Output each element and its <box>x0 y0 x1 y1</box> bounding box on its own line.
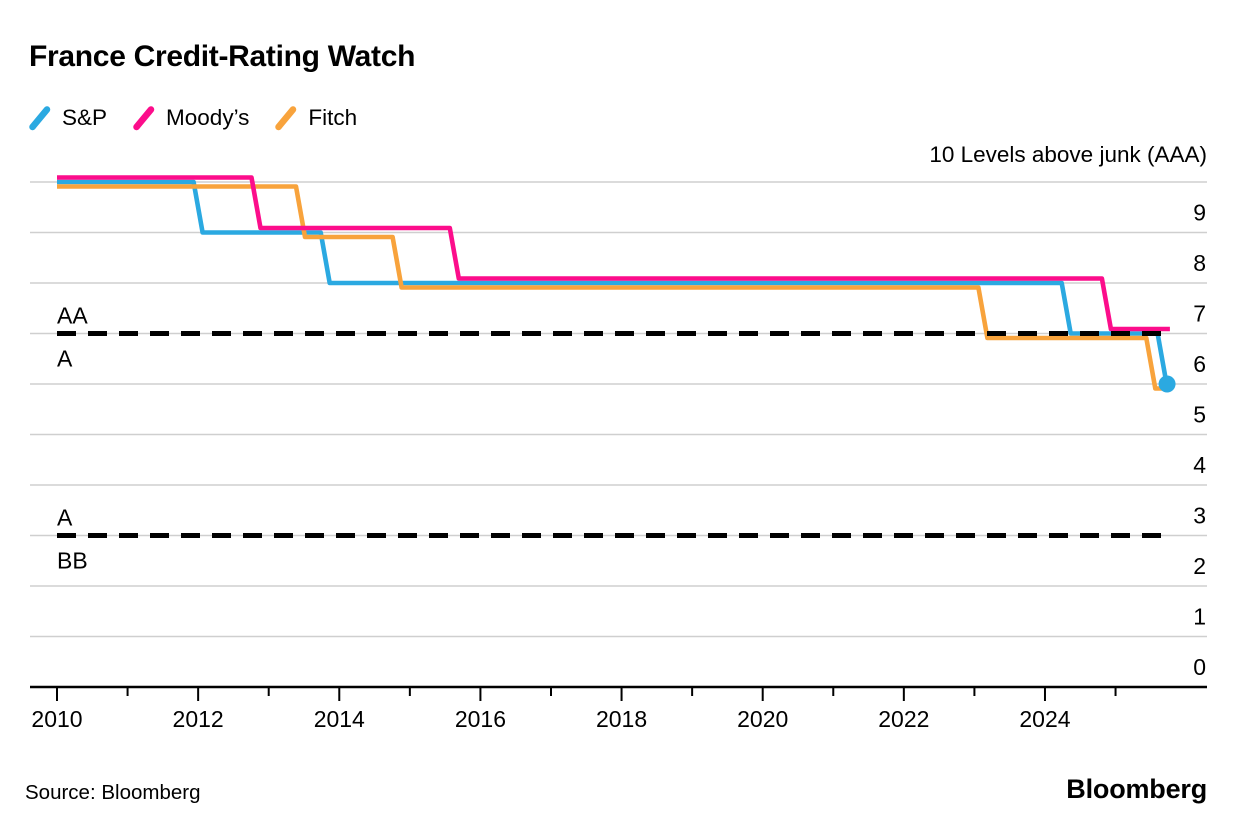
legend-label: S&P <box>62 105 108 131</box>
x-tick-label-2022: 2022 <box>878 706 929 732</box>
legend-slash-icon <box>275 106 297 131</box>
legend-item-fitch: Fitch <box>274 105 357 132</box>
y-tick-label-5: 5 <box>1193 402 1206 428</box>
series-line-fitch <box>57 184 1168 391</box>
y-tick-label-7: 7 <box>1193 301 1206 327</box>
y-axis-top-label: 10 Levels above junk (AAA) <box>929 142 1207 167</box>
legend-slash-icon <box>133 106 155 131</box>
legend: S&P Moody’s Fitch <box>28 105 357 132</box>
y-tick-label-4: 4 <box>1193 452 1206 478</box>
x-tick-label-2018: 2018 <box>596 706 647 732</box>
y-tick-label-2: 2 <box>1193 553 1206 579</box>
legend-slash-icon <box>29 106 51 131</box>
x-tick-label-2016: 2016 <box>455 706 506 732</box>
x-tick-label-2024: 2024 <box>1019 706 1070 732</box>
x-tick-label-2012: 2012 <box>173 706 224 732</box>
legend-slash-stroke <box>29 106 51 131</box>
bloomberg-logo: Bloomberg <box>1066 774 1207 804</box>
x-tick-label-2020: 2020 <box>737 706 788 732</box>
legend-item-s&p: S&P <box>28 105 107 132</box>
chart-title: France Credit-Rating Watch <box>29 40 416 73</box>
series-endpoint-dot <box>1158 375 1176 393</box>
threshold-label-above-1: A <box>57 505 73 531</box>
threshold-label-below-1: BB <box>57 548 88 574</box>
y-tick-label-3: 3 <box>1193 503 1206 529</box>
legend-slash-stroke <box>133 106 155 131</box>
x-tick-label-2014: 2014 <box>314 706 365 732</box>
legend-slash-stroke <box>275 106 297 131</box>
y-tick-label-0: 0 <box>1193 654 1206 680</box>
y-tick-label-8: 8 <box>1193 250 1206 276</box>
legend-label: Moody’s <box>166 105 250 131</box>
source-label: Source: Bloomberg <box>25 781 201 804</box>
series-line-s&p <box>57 179 1169 387</box>
legend-item-moodys: Moody’s <box>132 105 249 132</box>
y-tick-label-9: 9 <box>1193 200 1206 226</box>
series-line-moodys <box>57 175 1170 332</box>
threshold-label-above-0: AA <box>57 303 88 329</box>
y-tick-label-1: 1 <box>1193 604 1206 630</box>
y-tick-label-6: 6 <box>1193 351 1206 377</box>
threshold-label-below-0: A <box>57 346 73 372</box>
legend-label: Fitch <box>308 105 358 131</box>
x-tick-label-2010: 2010 <box>31 706 82 732</box>
